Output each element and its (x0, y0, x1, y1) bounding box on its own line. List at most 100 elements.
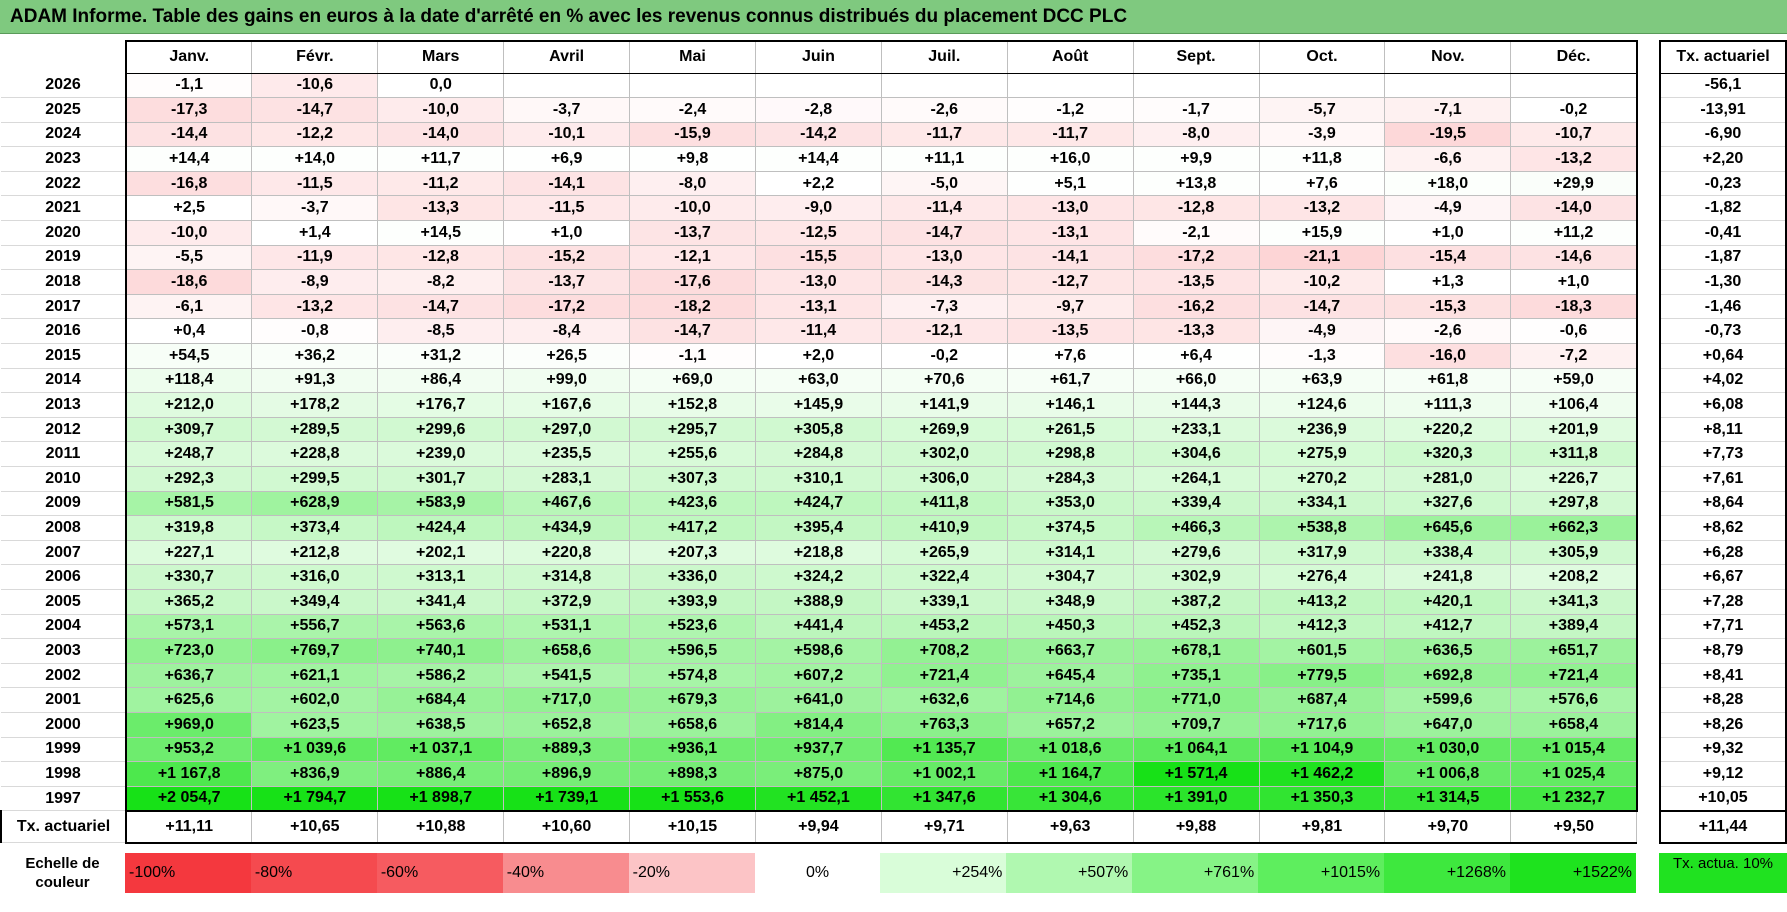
gain-cell: +270,2 (1258, 466, 1386, 492)
year-label: 2017 (1, 294, 127, 320)
gain-cell: -11,2 (377, 170, 505, 197)
gain-cell: +15,9 (1258, 220, 1386, 246)
gain-cell: -7,3 (880, 293, 1008, 320)
gain-cell: -12,1 (880, 318, 1008, 345)
gain-cell: +413,2 (1258, 588, 1386, 615)
gain-cell: +18,0 (1384, 170, 1512, 197)
month-header: Mai (629, 40, 756, 74)
gain-cell: +714,6 (1006, 687, 1134, 713)
gain-cell: +281,0 (1384, 466, 1512, 492)
gain-cell: +621,1 (251, 662, 379, 689)
year-row: 2017 -6,1 -13,2 -14,7 -17,2 -18,2 -13,1 -7,3 -9,… (1, 293, 1638, 320)
gain-cell: +1 030,0 (1384, 736, 1512, 763)
gain-cell: -8,2 (377, 269, 505, 295)
gain-cell: +875,0 (754, 761, 882, 787)
gain-cell: +276,4 (1258, 564, 1386, 590)
gain-cell: +227,1 (125, 539, 253, 566)
gain-cell: -13,1 (1006, 220, 1134, 246)
gain-cell: +289,5 (251, 416, 379, 443)
tx-cell: +4,02 (1659, 368, 1787, 394)
gain-cell: -7,2 (1510, 343, 1638, 369)
gain-cell: -14,7 (377, 293, 505, 320)
gain-cell: -2,1 (1132, 220, 1260, 246)
gain-cell: +63,0 (754, 367, 882, 394)
gain-cell: +969,0 (125, 711, 253, 738)
gain-cell: -17,6 (629, 269, 756, 295)
gain-cell: -16,8 (125, 170, 253, 197)
year-label: 2013 (1, 392, 127, 418)
gain-cell: +5,1 (1006, 170, 1134, 197)
gain-cell: +769,7 (251, 638, 379, 664)
gain-cell: -15,3 (1384, 293, 1512, 320)
gain-cell: +721,4 (1510, 662, 1638, 689)
gain-cell: -13,7 (503, 269, 631, 295)
year-label: 2006 (1, 564, 127, 590)
gain-cell: -14,7 (629, 318, 756, 345)
gain-cell: +269,9 (880, 416, 1008, 443)
gain-cell (1384, 72, 1512, 99)
gain-cell: +111,3 (1384, 392, 1512, 418)
gain-cell: +1 025,4 (1510, 761, 1638, 787)
gain-cell: +61,7 (1006, 367, 1134, 394)
tx-cell: +2,20 (1659, 146, 1787, 172)
year-label: 1998 (1, 761, 127, 787)
gain-cell: -10,7 (1510, 121, 1638, 148)
gain-cell: -14,7 (251, 97, 379, 123)
gain-cell: +207,3 (629, 539, 756, 566)
tx-cell: +7,28 (1659, 589, 1787, 615)
gain-cell: +657,2 (1006, 711, 1134, 738)
gain-cell: +574,8 (629, 662, 756, 689)
gain-cell: +99,0 (503, 367, 631, 394)
gain-cell: +202,1 (377, 539, 505, 566)
gain-cell: +320,3 (1384, 441, 1512, 467)
gain-cell: +645,4 (1006, 662, 1134, 689)
month-header: Déc. (1510, 40, 1638, 74)
gain-cell: +220,8 (503, 539, 631, 566)
gain-cell: +645,6 (1384, 515, 1512, 541)
tx-cell: -0,23 (1659, 171, 1787, 197)
tx-cell: -1,46 (1659, 294, 1787, 320)
gain-cell: +638,5 (377, 711, 505, 738)
gain-cell: -5,0 (880, 170, 1008, 197)
gain-cell: -13,5 (1006, 318, 1134, 345)
scale-tx-swatch: Tx. actua. 10% (1659, 853, 1787, 893)
gain-cell: -3,7 (503, 97, 631, 123)
gain-cell: +1,3 (1384, 269, 1512, 295)
gain-cell: +373,4 (251, 515, 379, 541)
year-row: 2009 +581,5 +628,9 +583,9 +467,6 +423,6 +424,7… (1, 490, 1638, 517)
gain-cell: +304,7 (1006, 564, 1134, 590)
gain-cell: -18,6 (125, 269, 253, 295)
footer-tx-cell: +11,11 (125, 809, 253, 844)
tx-cell: -1,82 (1659, 195, 1787, 222)
gain-cell: +141,9 (880, 392, 1008, 418)
gain-cell: +283,1 (503, 466, 631, 492)
gain-cell: -17,2 (1132, 244, 1260, 271)
gain-cell: -10,0 (377, 97, 505, 123)
gain-cell: +601,5 (1258, 638, 1386, 664)
gains-table: Janv. Févr. Mars Avril Mai Juin Juil. Août Sept.… (0, 40, 1638, 844)
year-row: 2024 -14,4 -12,2 -14,0 -10,1 -15,9 -14,2 -11,7-… (1, 121, 1638, 148)
gain-cell: +319,8 (125, 515, 253, 541)
gain-cell: +301,7 (377, 466, 505, 492)
gain-cell: +9,9 (1132, 146, 1260, 172)
year-label: 2008 (1, 515, 127, 541)
month-header: Juil. (880, 40, 1008, 74)
gain-cell: -15,9 (629, 121, 756, 148)
gain-cell: +1 304,6 (1006, 785, 1134, 812)
gain-cell: -11,7 (880, 121, 1008, 148)
gain-cell: +658,4 (1510, 711, 1638, 738)
gain-cell: +327,6 (1384, 490, 1512, 517)
gain-cell: +389,4 (1510, 613, 1638, 640)
gain-cell: -15,2 (503, 244, 631, 271)
gain-cell: -10,0 (629, 195, 756, 222)
gain-cell: +201,9 (1510, 416, 1638, 443)
gain-cell: +63,9 (1258, 367, 1386, 394)
gain-cell: -14,6 (1510, 244, 1638, 271)
gain-cell: +410,9 (880, 515, 1008, 541)
gain-cell: +14,4 (125, 146, 253, 172)
gain-cell (503, 72, 631, 99)
gain-cell: +264,1 (1132, 466, 1260, 492)
month-header: Oct. (1258, 40, 1385, 74)
gain-cell: +936,1 (629, 736, 756, 763)
gain-cell: +658,6 (629, 711, 756, 738)
